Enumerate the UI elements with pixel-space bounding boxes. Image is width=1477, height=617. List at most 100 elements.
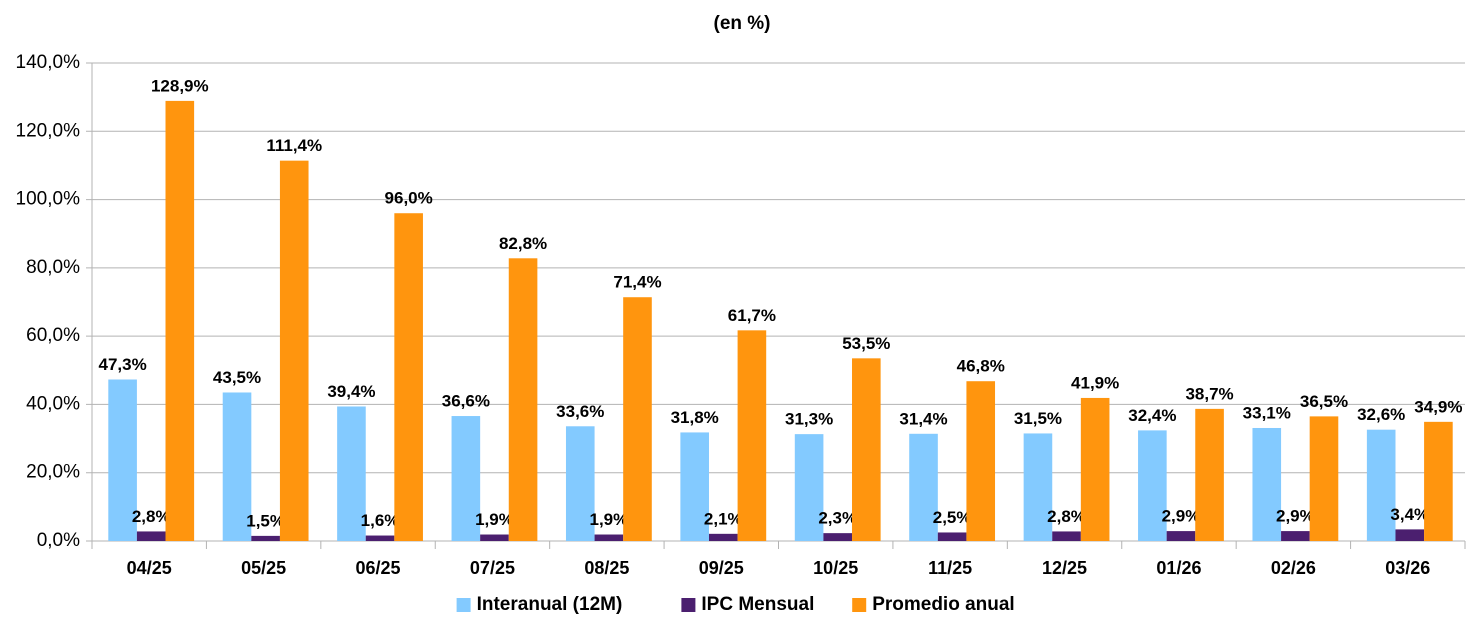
bar — [508, 258, 538, 541]
value-label: 33,1% — [1243, 403, 1291, 422]
bar — [279, 160, 309, 542]
x-tick-label: 03/26 — [1385, 558, 1430, 578]
x-tick-label: 12/25 — [1042, 558, 1087, 578]
value-label: 53,5% — [842, 334, 890, 353]
bar — [565, 426, 595, 541]
y-tick-label: 80,0% — [26, 257, 80, 278]
bar — [623, 297, 652, 541]
y-tick-label: 100,0% — [16, 189, 81, 210]
x-tick-label: 08/25 — [584, 558, 629, 578]
bar — [108, 379, 137, 541]
bar — [1366, 429, 1396, 541]
chart-title: (en %) — [714, 13, 771, 34]
legend-swatch — [852, 598, 867, 612]
bar — [1309, 416, 1339, 541]
value-label: 96,0% — [385, 189, 433, 208]
y-tick-label: 140,0% — [16, 52, 81, 73]
value-label: 2,8% — [1047, 507, 1086, 526]
value-label: 3,4% — [1390, 505, 1429, 524]
value-label: 31,8% — [671, 408, 719, 427]
bar — [1195, 408, 1224, 541]
value-label: 31,4% — [899, 409, 947, 428]
value-label: 82,8% — [499, 234, 547, 253]
bar — [708, 533, 738, 541]
x-tick-label: 07/25 — [470, 558, 515, 578]
value-label: 1,9% — [475, 510, 514, 529]
value-label: 2,9% — [1276, 507, 1315, 526]
bar — [1138, 430, 1167, 541]
value-label: 33,6% — [556, 402, 604, 421]
x-tick-label: 06/25 — [356, 558, 401, 578]
bar — [1424, 421, 1453, 541]
value-label: 2,5% — [933, 508, 972, 527]
value-label: 2,1% — [704, 509, 743, 528]
value-label: 71,4% — [613, 273, 661, 292]
y-tick-label: 20,0% — [26, 462, 80, 483]
bar — [1052, 531, 1081, 541]
bar — [222, 392, 252, 541]
value-label: 31,5% — [1014, 409, 1062, 428]
x-tick-label: 02/26 — [1271, 558, 1316, 578]
value-label: 61,7% — [728, 306, 776, 325]
bar — [480, 534, 509, 541]
x-tick-label: 11/25 — [928, 558, 972, 578]
value-label: 1,6% — [361, 511, 400, 530]
bar — [251, 535, 280, 541]
bar — [1252, 427, 1282, 541]
y-tick-label: 120,0% — [16, 120, 81, 141]
value-label: 31,3% — [785, 410, 833, 429]
legend-swatch — [681, 598, 696, 612]
x-tick-label: 01/26 — [1156, 558, 1201, 578]
value-label: 111,4% — [266, 136, 322, 155]
value-label: 32,4% — [1128, 406, 1176, 425]
legend-label: IPC Mensual — [701, 594, 814, 615]
value-label: 46,8% — [957, 357, 1005, 376]
bar — [794, 434, 824, 541]
bar — [594, 534, 624, 541]
value-label: 47,3% — [99, 355, 147, 374]
x-tick-label: 04/25 — [127, 558, 172, 578]
value-label: 32,6% — [1357, 405, 1405, 424]
bar — [1166, 531, 1196, 541]
bar — [909, 433, 938, 541]
legend-label: Promedio anual — [872, 594, 1015, 615]
value-label: 2,3% — [818, 509, 857, 528]
y-tick-label: 0,0% — [37, 530, 80, 551]
value-label: 1,9% — [590, 510, 629, 529]
bar — [737, 330, 767, 541]
value-label: 36,6% — [442, 392, 490, 411]
value-label: 34,9% — [1414, 397, 1462, 416]
legend-label: Interanual (12M) — [477, 594, 623, 615]
bar — [966, 381, 996, 541]
value-label: 2,8% — [132, 507, 171, 526]
value-label: 43,5% — [213, 368, 261, 387]
x-tick-label: 09/25 — [699, 558, 744, 578]
bar — [1080, 397, 1110, 541]
value-label: 41,9% — [1071, 373, 1119, 392]
y-tick-label: 40,0% — [26, 393, 80, 414]
value-label: 1,5% — [246, 511, 285, 530]
bar — [451, 416, 481, 541]
bar — [165, 100, 195, 542]
bar — [852, 358, 881, 541]
value-label: 128,9% — [151, 76, 209, 95]
bar — [680, 432, 709, 541]
bar — [1281, 531, 1310, 541]
value-label: 2,9% — [1162, 507, 1201, 526]
bar — [136, 531, 166, 541]
x-tick-label: 05/25 — [241, 558, 286, 578]
bar — [937, 532, 967, 541]
value-label: 36,5% — [1300, 392, 1348, 411]
bar — [823, 533, 853, 541]
bar — [337, 406, 366, 541]
y-tick-label: 60,0% — [26, 325, 80, 346]
bar — [1023, 433, 1053, 541]
x-tick-label: 10/25 — [813, 558, 858, 578]
bar — [394, 213, 423, 541]
bar — [1395, 529, 1425, 541]
value-label: 39,4% — [327, 382, 375, 401]
legend-swatch — [456, 598, 471, 612]
bar — [365, 535, 395, 541]
value-label: 38,7% — [1185, 384, 1233, 403]
